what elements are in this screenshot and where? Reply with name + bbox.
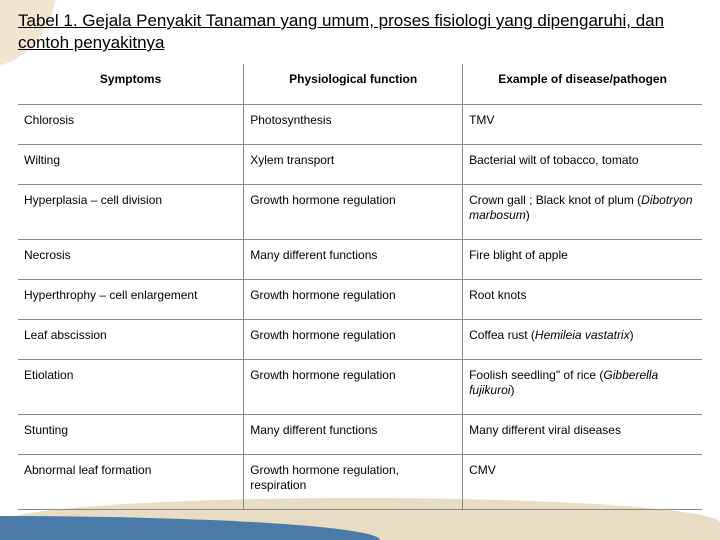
table-row: Leaf abscissionGrowth hormone regulation… xyxy=(18,320,702,360)
cell-function: Growth hormone regulation, respiration xyxy=(244,455,463,510)
table-row: Hyperthrophy – cell enlargementGrowth ho… xyxy=(18,280,702,320)
table-row: Hyperplasia – cell divisionGrowth hormon… xyxy=(18,185,702,240)
cell-symptom: Hyperplasia – cell division xyxy=(18,185,244,240)
cell-function: Growth hormone regulation xyxy=(244,185,463,240)
cell-symptom: Etiolation xyxy=(18,360,244,415)
cell-example: Foolish seedling" of rice (Gibberella fu… xyxy=(463,360,702,415)
symptoms-table: Symptoms Physiological function Example … xyxy=(18,64,702,510)
cell-example: Root knots xyxy=(463,280,702,320)
table-row: ChlorosisPhotosynthesisTMV xyxy=(18,105,702,145)
cell-symptom: Leaf abscission xyxy=(18,320,244,360)
table-row: Abnormal leaf formationGrowth hormone re… xyxy=(18,455,702,510)
cell-example: Bacterial wilt of tobacco, tomato xyxy=(463,145,702,185)
table-header-row: Symptoms Physiological function Example … xyxy=(18,64,702,105)
table-row: EtiolationGrowth hormone regulationFooli… xyxy=(18,360,702,415)
cell-symptom: Chlorosis xyxy=(18,105,244,145)
cell-function: Growth hormone regulation xyxy=(244,320,463,360)
cell-example: TMV xyxy=(463,105,702,145)
cell-symptom: Necrosis xyxy=(18,240,244,280)
cell-function: Many different functions xyxy=(244,415,463,455)
cell-example: Coffea rust (Hemileia vastatrix) xyxy=(463,320,702,360)
cell-function: Xylem transport xyxy=(244,145,463,185)
table-caption: Tabel 1. Gejala Penyakit Tanaman yang um… xyxy=(18,10,702,54)
cell-function: Many different functions xyxy=(244,240,463,280)
col-header-function: Physiological function xyxy=(244,64,463,105)
slide-content: Tabel 1. Gejala Penyakit Tanaman yang um… xyxy=(0,0,720,510)
cell-function: Growth hormone regulation xyxy=(244,280,463,320)
cell-example: CMV xyxy=(463,455,702,510)
cell-example: Fire blight of apple xyxy=(463,240,702,280)
table-row: WiltingXylem transportBacterial wilt of … xyxy=(18,145,702,185)
cell-example: Many different viral diseases xyxy=(463,415,702,455)
col-header-symptoms: Symptoms xyxy=(18,64,244,105)
cell-symptom: Hyperthrophy – cell enlargement xyxy=(18,280,244,320)
cell-function: Growth hormone regulation xyxy=(244,360,463,415)
cell-symptom: Abnormal leaf formation xyxy=(18,455,244,510)
cell-symptom: Stunting xyxy=(18,415,244,455)
cell-example: Crown gall ; Black knot of plum (Dibotry… xyxy=(463,185,702,240)
col-header-example: Example of disease/pathogen xyxy=(463,64,702,105)
cell-function: Photosynthesis xyxy=(244,105,463,145)
table-row: NecrosisMany different functionsFire bli… xyxy=(18,240,702,280)
table-body: ChlorosisPhotosynthesisTMVWiltingXylem t… xyxy=(18,105,702,510)
cell-symptom: Wilting xyxy=(18,145,244,185)
table-row: StuntingMany different functionsMany dif… xyxy=(18,415,702,455)
